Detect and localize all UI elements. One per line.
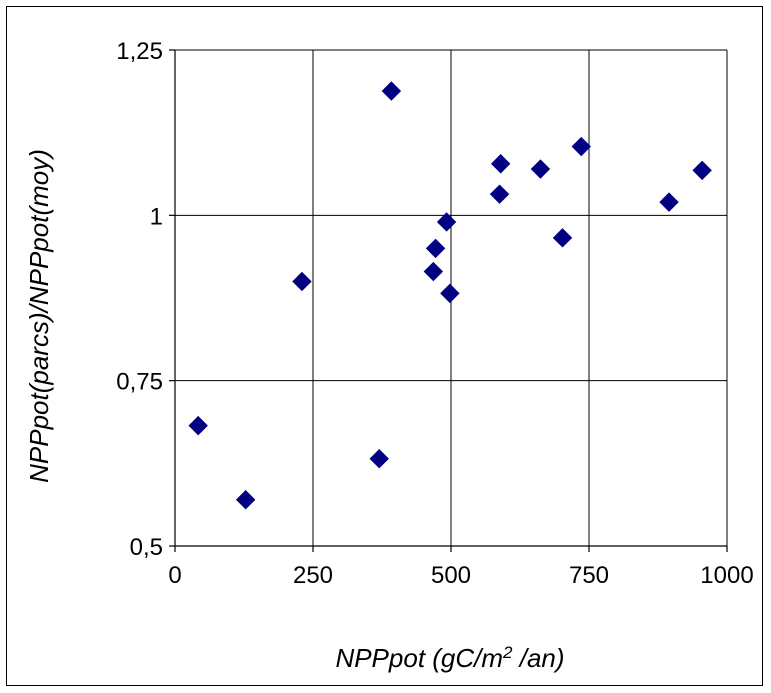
tick-labels: 0 250 500 750 1000 0,5 0,75 1 1,25 [116, 38, 753, 589]
y-tick-label: 1 [150, 203, 163, 230]
x-tick-label: 750 [569, 562, 609, 589]
data-point [425, 238, 446, 259]
data-point [659, 192, 679, 212]
x-tick-label: 250 [293, 562, 333, 589]
x-axis-label-tail: /an) [513, 643, 565, 673]
data-point [292, 271, 312, 292]
x-tick-label: 1000 [700, 562, 753, 589]
x-tick-label: 0 [168, 562, 181, 589]
data-point [381, 81, 402, 101]
data-point [440, 283, 460, 304]
data-point [235, 489, 256, 510]
data-point [436, 212, 457, 232]
x-tick-label: 500 [431, 562, 471, 589]
y-axis-label: NPPpot(parcs)/NPPpot(moy) [24, 149, 54, 483]
data-point [423, 261, 444, 282]
data-point [489, 184, 510, 204]
data-point [369, 448, 389, 469]
data-point [552, 228, 573, 248]
data-points [188, 81, 712, 510]
x-axis-label-superscript: 2 [502, 643, 513, 662]
x-axis-label: NPPpot (gC/m2 /an) [335, 643, 564, 674]
y-tick-label: 0,5 [130, 534, 163, 561]
data-point [530, 159, 551, 179]
data-point [571, 136, 591, 157]
chart-frame [6, 6, 763, 686]
data-point [490, 154, 511, 174]
x-axis-label-main: NPPpot (gC/m [335, 643, 503, 673]
grid-lines [175, 49, 728, 546]
y-tick-label: 0,75 [116, 369, 163, 396]
data-point [692, 160, 712, 181]
axes [169, 49, 728, 552]
y-tick-label: 1,25 [116, 38, 163, 65]
data-point [188, 415, 208, 436]
